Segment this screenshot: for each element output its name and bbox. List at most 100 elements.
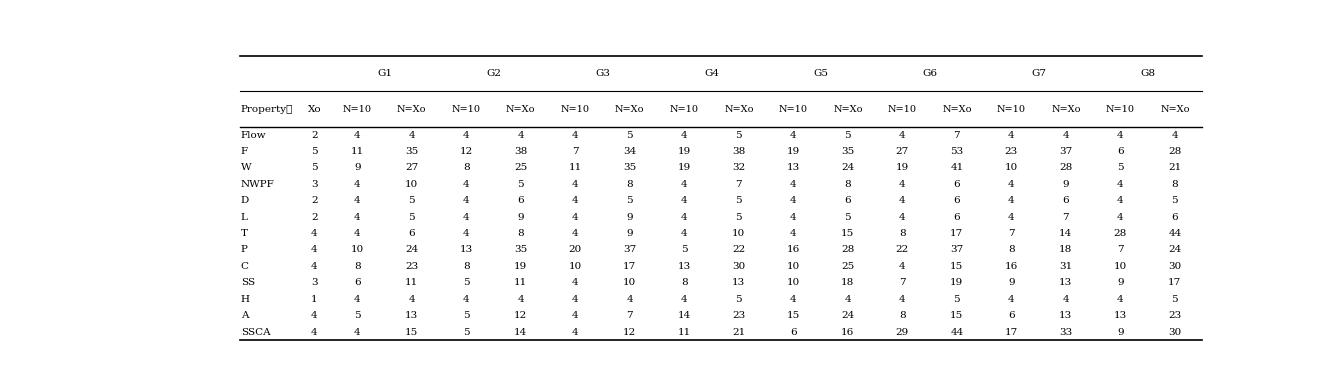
Text: 35: 35 bbox=[624, 163, 637, 172]
Text: 37: 37 bbox=[1060, 147, 1073, 156]
Text: 6: 6 bbox=[408, 229, 415, 238]
Text: 14: 14 bbox=[1060, 229, 1073, 238]
Text: 44: 44 bbox=[1168, 229, 1181, 238]
Text: 6: 6 bbox=[1008, 311, 1014, 320]
Text: 5: 5 bbox=[736, 131, 743, 140]
Text: 5: 5 bbox=[408, 213, 415, 222]
Text: 4: 4 bbox=[1172, 131, 1179, 140]
Text: G3: G3 bbox=[595, 69, 610, 78]
Text: 7: 7 bbox=[954, 131, 961, 140]
Text: 5: 5 bbox=[312, 147, 318, 156]
Text: 37: 37 bbox=[950, 245, 963, 254]
Text: 5: 5 bbox=[1172, 295, 1179, 304]
Text: 4: 4 bbox=[1008, 213, 1014, 222]
Text: W: W bbox=[241, 163, 252, 172]
Text: 4: 4 bbox=[681, 131, 688, 140]
Text: 5: 5 bbox=[463, 311, 470, 320]
Text: 25: 25 bbox=[842, 262, 855, 271]
Text: 31: 31 bbox=[1060, 262, 1073, 271]
Text: N=Xo: N=Xo bbox=[724, 105, 753, 114]
Text: 7: 7 bbox=[1062, 213, 1069, 222]
Text: 4: 4 bbox=[312, 328, 318, 336]
Text: 27: 27 bbox=[405, 163, 419, 172]
Text: 4: 4 bbox=[789, 196, 796, 205]
Text: 4: 4 bbox=[789, 180, 796, 189]
Text: 5: 5 bbox=[463, 328, 470, 336]
Text: 4: 4 bbox=[681, 196, 688, 205]
Text: 14: 14 bbox=[514, 328, 527, 336]
Text: 4: 4 bbox=[899, 295, 906, 304]
Text: 8: 8 bbox=[1172, 180, 1179, 189]
Text: 7: 7 bbox=[573, 147, 578, 156]
Text: N=Xo: N=Xo bbox=[615, 105, 645, 114]
Text: 10: 10 bbox=[405, 180, 419, 189]
Text: 28: 28 bbox=[1113, 229, 1127, 238]
Text: 21: 21 bbox=[732, 328, 745, 336]
Text: 5: 5 bbox=[463, 278, 470, 287]
Text: 5: 5 bbox=[626, 196, 633, 205]
Text: 35: 35 bbox=[514, 245, 527, 254]
Text: 9: 9 bbox=[626, 229, 633, 238]
Text: N=Xo: N=Xo bbox=[1052, 105, 1081, 114]
Text: 4: 4 bbox=[899, 180, 906, 189]
Text: 2: 2 bbox=[312, 131, 318, 140]
Text: 4: 4 bbox=[573, 213, 578, 222]
Text: N=10: N=10 bbox=[1107, 105, 1135, 114]
Text: 8: 8 bbox=[844, 180, 851, 189]
Text: D: D bbox=[241, 196, 249, 205]
Text: 4: 4 bbox=[899, 213, 906, 222]
Text: 7: 7 bbox=[736, 180, 743, 189]
Text: 12: 12 bbox=[514, 311, 527, 320]
Text: N=10: N=10 bbox=[670, 105, 698, 114]
Text: 6: 6 bbox=[1172, 213, 1179, 222]
Text: 6: 6 bbox=[355, 278, 361, 287]
Text: N=10: N=10 bbox=[452, 105, 480, 114]
Text: G1: G1 bbox=[377, 69, 392, 78]
Text: 4: 4 bbox=[312, 245, 318, 254]
Text: 4: 4 bbox=[573, 295, 578, 304]
Text: 22: 22 bbox=[895, 245, 909, 254]
Text: 10: 10 bbox=[787, 262, 800, 271]
Text: 4: 4 bbox=[463, 131, 470, 140]
Text: 11: 11 bbox=[569, 163, 582, 172]
Text: 9: 9 bbox=[355, 163, 361, 172]
Text: 4: 4 bbox=[463, 196, 470, 205]
Text: 13: 13 bbox=[405, 311, 419, 320]
Text: 4: 4 bbox=[1062, 295, 1069, 304]
Text: 16: 16 bbox=[787, 245, 800, 254]
Text: 5: 5 bbox=[736, 295, 743, 304]
Text: 21: 21 bbox=[1168, 163, 1181, 172]
Text: 4: 4 bbox=[1008, 295, 1014, 304]
Text: 10: 10 bbox=[732, 229, 745, 238]
Text: F: F bbox=[241, 147, 248, 156]
Text: N=Xo: N=Xo bbox=[834, 105, 863, 114]
Text: 7: 7 bbox=[1008, 229, 1014, 238]
Text: 24: 24 bbox=[405, 245, 419, 254]
Text: 15: 15 bbox=[405, 328, 419, 336]
Text: 19: 19 bbox=[895, 163, 909, 172]
Text: 6: 6 bbox=[789, 328, 796, 336]
Text: 11: 11 bbox=[405, 278, 419, 287]
Text: 13: 13 bbox=[1113, 311, 1127, 320]
Text: 15: 15 bbox=[787, 311, 800, 320]
Text: 1: 1 bbox=[312, 295, 318, 304]
Text: 44: 44 bbox=[950, 328, 963, 336]
Text: 4: 4 bbox=[573, 328, 578, 336]
Text: 6: 6 bbox=[844, 196, 851, 205]
Text: 10: 10 bbox=[1005, 163, 1018, 172]
Text: 10: 10 bbox=[351, 245, 364, 254]
Text: 4: 4 bbox=[312, 262, 318, 271]
Text: 8: 8 bbox=[1008, 245, 1014, 254]
Text: 4: 4 bbox=[312, 311, 318, 320]
Text: 4: 4 bbox=[1117, 295, 1124, 304]
Text: 4: 4 bbox=[1008, 131, 1014, 140]
Text: 9: 9 bbox=[1062, 180, 1069, 189]
Text: 10: 10 bbox=[569, 262, 582, 271]
Text: 4: 4 bbox=[573, 311, 578, 320]
Text: 8: 8 bbox=[355, 262, 361, 271]
Text: 2: 2 bbox=[312, 213, 318, 222]
Text: 4: 4 bbox=[1117, 213, 1124, 222]
Text: Xo: Xo bbox=[308, 105, 321, 114]
Text: 30: 30 bbox=[732, 262, 745, 271]
Text: A: A bbox=[241, 311, 249, 320]
